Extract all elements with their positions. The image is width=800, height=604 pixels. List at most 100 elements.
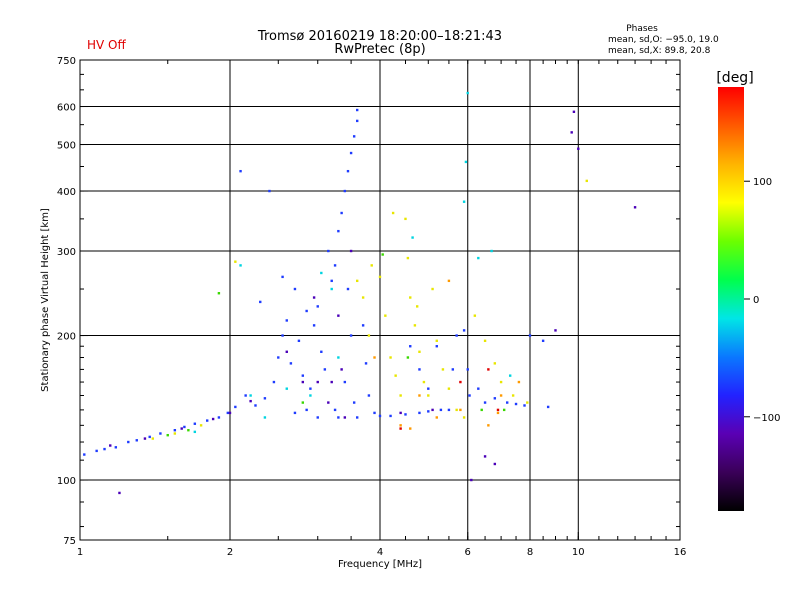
data-point	[148, 435, 151, 439]
y-tick-label: 750	[57, 56, 76, 67]
data-point	[570, 131, 573, 134]
data-point	[370, 264, 373, 267]
data-point	[285, 350, 288, 353]
data-point	[285, 387, 288, 390]
data-point	[493, 362, 497, 365]
data-point	[340, 211, 343, 215]
data-point	[281, 275, 284, 279]
data-point	[355, 416, 359, 419]
data-point	[459, 380, 462, 384]
data-point	[103, 447, 106, 451]
data-point	[409, 296, 412, 299]
data-point	[330, 380, 333, 384]
data-point	[355, 279, 359, 283]
chart-title: Tromsø 20160219 18:20:00–18:21:43	[257, 29, 502, 44]
data-point	[499, 394, 503, 397]
data-point	[361, 296, 365, 299]
data-point	[496, 411, 500, 415]
x-axis-label: Frequency [MHz]	[338, 559, 422, 570]
data-point	[451, 368, 455, 371]
colorbar-tick-label: −100	[753, 413, 780, 424]
data-point	[470, 478, 473, 482]
data-point	[477, 256, 480, 260]
data-point	[327, 249, 330, 253]
data-point	[114, 446, 118, 449]
data-point	[367, 394, 371, 397]
data-point	[143, 437, 147, 440]
data-point	[355, 119, 359, 123]
data-point	[572, 110, 576, 113]
data-point	[259, 300, 262, 304]
y-tick-label: 100	[57, 476, 76, 487]
data-point	[234, 405, 237, 409]
data-point	[352, 135, 356, 138]
data-point	[409, 345, 412, 348]
y-tick-label: 200	[57, 332, 76, 343]
data-point	[352, 401, 356, 404]
data-point	[343, 380, 347, 384]
y-tick-label: 75	[63, 536, 76, 547]
data-point	[263, 416, 267, 419]
data-point	[462, 416, 466, 419]
data-point	[381, 253, 384, 256]
data-point	[511, 394, 515, 397]
data-point	[135, 439, 138, 442]
data-point	[127, 440, 130, 444]
data-point	[166, 433, 169, 437]
data-point	[301, 401, 305, 404]
x-axis-ticks: 1 2 4 6 8 10 16	[77, 60, 686, 558]
data-point	[483, 401, 487, 404]
data-point	[320, 350, 323, 353]
data-point	[459, 408, 462, 412]
data-point	[151, 437, 155, 440]
data-point	[462, 200, 466, 203]
y-tick-label: 500	[57, 141, 76, 152]
data-point	[435, 345, 438, 348]
data-point	[373, 356, 376, 359]
data-point	[268, 189, 271, 193]
phases-title: Phases	[626, 24, 658, 34]
data-point	[462, 329, 466, 332]
x-tick-label: 4	[377, 547, 383, 558]
data-point	[333, 264, 337, 267]
phases-line-o: mean, sd,O: −95.0, 19.0	[608, 35, 719, 45]
y-axis-ticks: 75 100 200 300 400 500 600 750	[57, 56, 680, 547]
data-point	[447, 279, 451, 283]
data-point	[413, 324, 417, 327]
data-point	[577, 147, 580, 150]
data-point	[406, 256, 410, 260]
data-point	[244, 394, 247, 397]
data-point	[239, 169, 242, 173]
data-point	[468, 394, 471, 397]
data-point	[455, 334, 458, 337]
data-point	[431, 287, 434, 291]
data-point	[83, 453, 86, 456]
data-point	[528, 334, 532, 337]
data-point	[389, 356, 392, 359]
data-point	[272, 380, 276, 384]
colorbar-tick-label: 0	[753, 295, 759, 306]
data-point	[316, 416, 319, 419]
data-point	[508, 374, 512, 377]
data-point	[546, 405, 550, 409]
y-tick-label: 600	[57, 103, 76, 114]
data-point	[526, 401, 529, 404]
data-point	[193, 422, 197, 425]
data-point	[95, 449, 98, 453]
data-point	[109, 444, 112, 447]
data-point	[349, 151, 353, 155]
data-point	[490, 249, 493, 253]
data-point	[254, 404, 257, 407]
data-point	[404, 413, 407, 416]
data-point	[228, 411, 232, 415]
data-point	[399, 424, 402, 427]
data-point	[249, 394, 252, 397]
data-point	[364, 362, 368, 365]
data-point	[193, 430, 197, 434]
data-point	[337, 314, 340, 317]
data-point	[499, 380, 503, 384]
data-point	[316, 305, 319, 308]
data-point	[305, 309, 308, 313]
data-point	[415, 305, 419, 308]
